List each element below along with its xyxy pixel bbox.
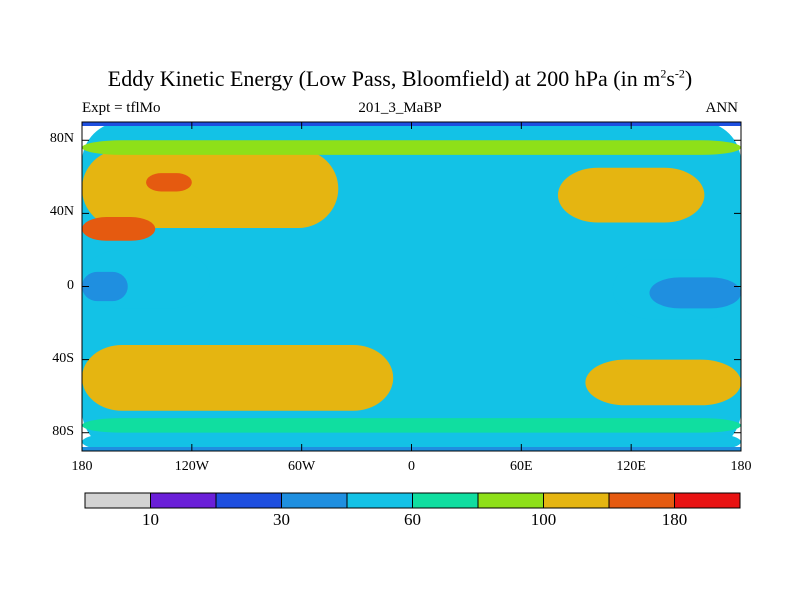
experiment-label: Expt = tflMo [82,100,161,116]
run-label: 201_3_MaBP [358,100,442,116]
y-tick-label: 80N [49,131,74,147]
field-region-4 [557,167,705,223]
x-tick-label: 0 [408,459,415,474]
colorbar-swatch-4 [346,492,413,509]
field-region-11 [585,359,741,406]
field-region-7 [82,271,128,302]
x-tick-label: 120E [616,459,646,474]
field-region-9 [649,277,741,309]
colorbar-swatch-2 [215,492,282,509]
colorbar-label: 180 [661,510,688,529]
x-tick-label: 60E [510,459,533,474]
colorbar-label: 30 [273,510,290,529]
chart-title: Eddy Kinetic Energy (Low Pass, Bloomfiel… [107,66,693,91]
y-tick-label: 40S [52,350,74,366]
colorbar-swatch-3 [281,492,348,509]
x-tick-label: 180 [730,459,752,474]
y-tick-label: 80S [52,423,74,439]
colorbar-swatch-8 [608,492,675,509]
x-tick-label: 120W [174,459,209,474]
colorbar-label: 60 [404,510,421,529]
colorbar-swatch-6 [477,492,544,509]
field-region-5 [82,140,741,155]
colorbar-swatch-7 [543,492,610,509]
x-tick-label: 180 [71,459,93,474]
colorbar-label: 10 [142,510,159,529]
field-region-3 [82,217,156,241]
y-tick-label: 0 [67,277,74,293]
season-label: ANN [705,100,739,116]
field-region-10 [82,344,394,411]
colorbar-swatch-1 [150,492,217,509]
field-region-12 [82,418,741,433]
field-region-2 [146,173,192,192]
field-region-1 [82,149,339,229]
colorbar-swatch-9 [674,492,741,509]
y-tick-label: 40N [49,204,74,220]
colorbar-label: 100 [530,510,557,529]
x-tick-label: 60W [288,459,316,474]
colorbar-swatch-5 [412,492,479,509]
field-region-13 [82,432,741,451]
colorbar-swatch-0 [84,492,151,509]
